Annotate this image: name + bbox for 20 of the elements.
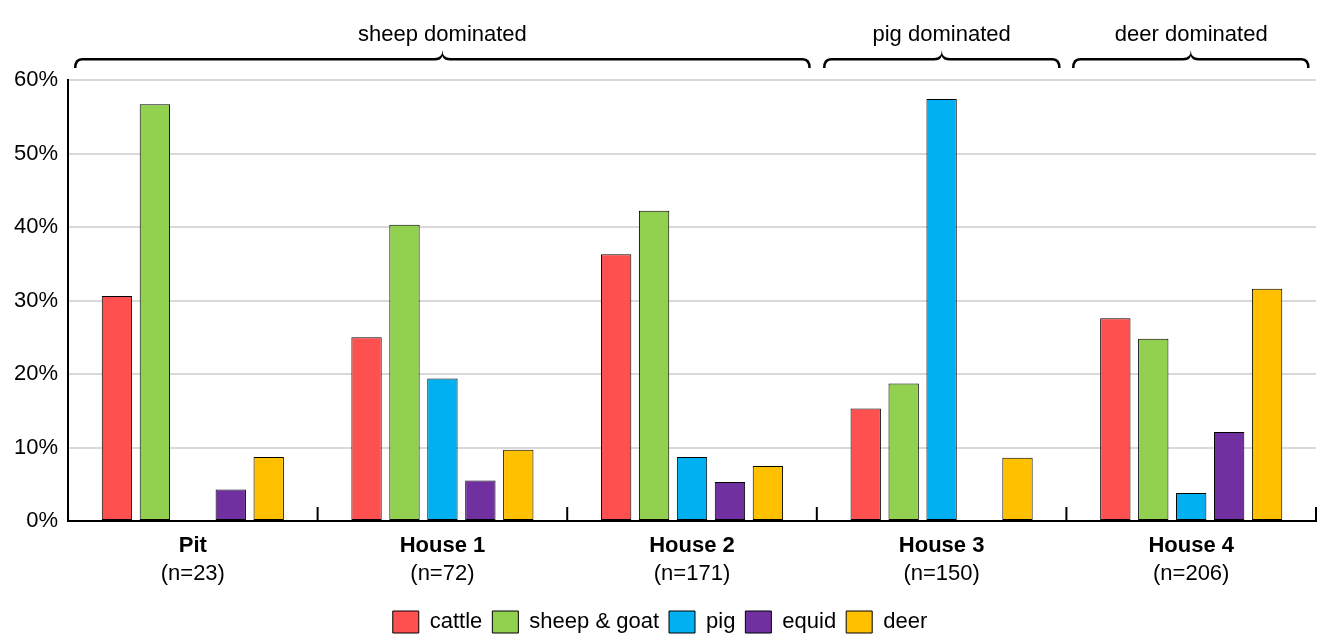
y-tick-label: 50% — [13, 139, 59, 165]
x-tick-label: House 2 (n=171) — [649, 532, 735, 586]
x-tick-label: House 1 (n=72) — [399, 532, 486, 586]
text: pig dominated — [872, 21, 1011, 47]
y-tick-label: 10% — [13, 433, 59, 459]
legend-label: sheep & goat — [529, 608, 660, 634]
y-tick-label: 40% — [13, 213, 59, 239]
y-tick-label: 30% — [13, 286, 59, 312]
x-tick-label: Pit (n=23) — [160, 532, 225, 586]
y-tick-label: 60% — [13, 66, 59, 92]
y-tick-label: 0% — [26, 507, 59, 533]
legend-label: cattle — [429, 608, 483, 634]
x-tick-label: House 3 (n=150) — [898, 532, 985, 586]
legend-label: equid — [782, 608, 837, 634]
text: sheep dominated — [358, 21, 527, 47]
y-tick-label: 20% — [13, 360, 59, 386]
legend-label: deer — [883, 608, 928, 634]
legend-label: pig — [706, 608, 736, 634]
text: deer dominated — [1114, 21, 1268, 47]
x-tick-label: House 4 (n=206) — [1148, 532, 1235, 586]
